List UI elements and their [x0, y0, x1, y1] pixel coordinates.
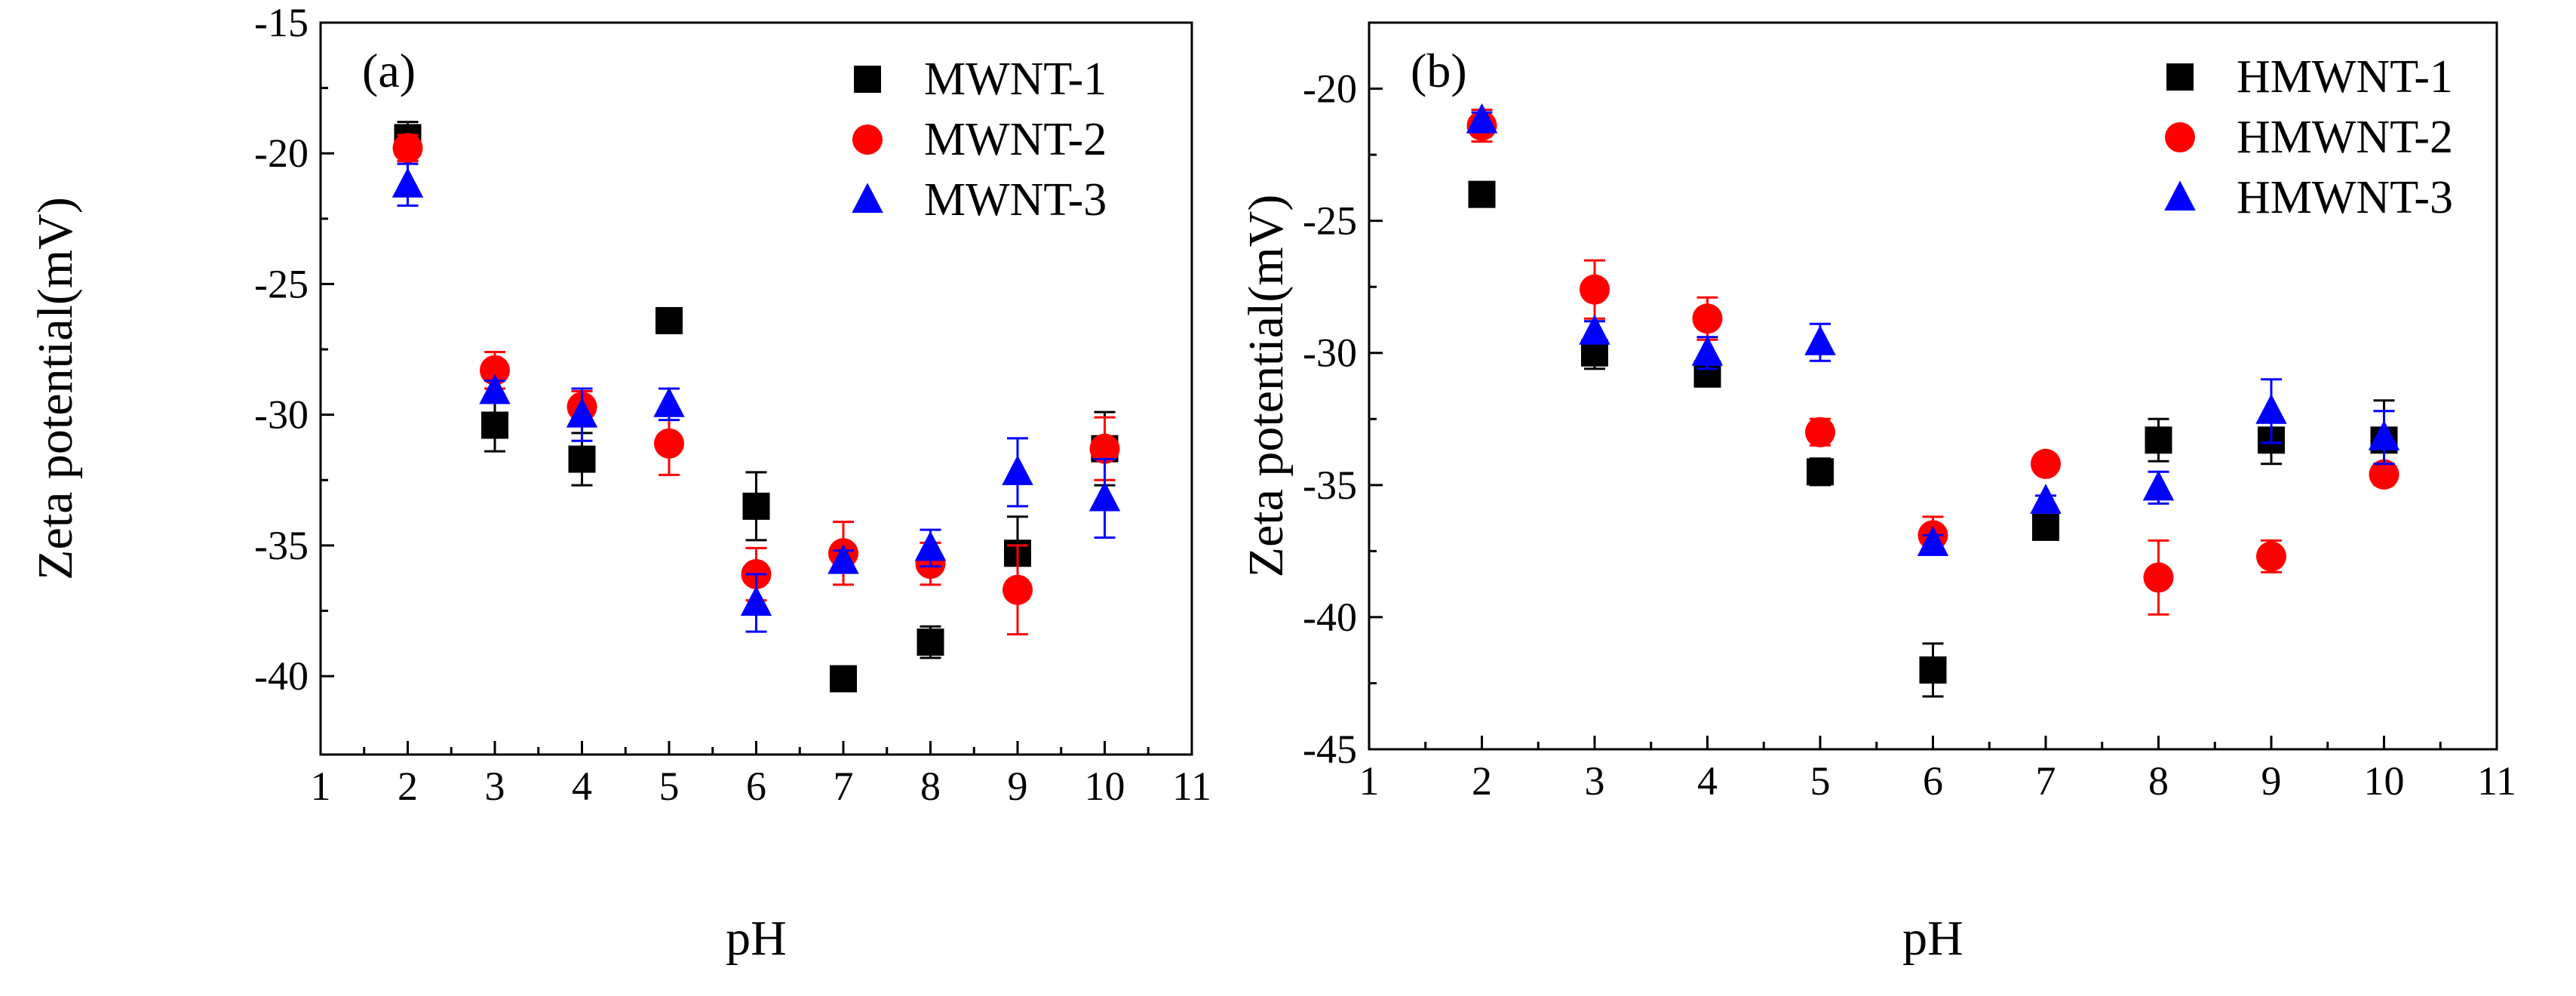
- series-HMWNT-3: [1466, 103, 2400, 556]
- legend-label: HMWNT-1: [2237, 51, 2453, 103]
- y-tick-label: -45: [1303, 727, 1357, 772]
- data-point: [1917, 526, 1949, 556]
- legend-marker: [852, 183, 883, 214]
- data-point: [2369, 459, 2399, 490]
- legend-label: MWNT-1: [924, 54, 1107, 105]
- legend-marker: [852, 124, 883, 155]
- data-point: [740, 586, 772, 616]
- legend-marker: [2165, 122, 2195, 152]
- x-tick-label: 9: [2261, 758, 2282, 804]
- data-point: [742, 492, 770, 520]
- x-tick-label: 2: [1472, 758, 1492, 804]
- series-MWNT-3: [391, 162, 1121, 633]
- legend-label: MWNT-3: [924, 174, 1107, 226]
- x-tick-label: 8: [920, 764, 941, 809]
- data-point: [1089, 433, 1120, 464]
- data-point: [568, 445, 596, 473]
- x-tick-label: 6: [1923, 758, 1943, 804]
- data-point: [830, 665, 857, 693]
- x-tick-label: 3: [485, 764, 505, 809]
- data-point: [391, 168, 424, 198]
- legend-label: HMWNT-3: [2237, 172, 2453, 223]
- y-tick-label: -25: [1303, 198, 1357, 244]
- data-point: [1579, 315, 1610, 345]
- y-tick-label: -20: [254, 131, 309, 176]
- data-point: [566, 397, 598, 428]
- data-point: [481, 411, 508, 439]
- legend-label: MWNT-2: [924, 114, 1107, 165]
- panel-label: (a): [362, 44, 416, 97]
- y-tick-label: -20: [1303, 66, 1357, 112]
- data-point: [479, 374, 511, 404]
- x-axis-title: pH: [726, 911, 787, 966]
- data-point: [1580, 274, 1610, 305]
- x-tick-label: 9: [1008, 764, 1028, 809]
- x-tick-label: 11: [1172, 764, 1211, 809]
- x-tick-label: 8: [2148, 758, 2169, 804]
- data-point: [1805, 417, 1835, 447]
- data-point: [2030, 484, 2062, 514]
- x-tick-label: 5: [659, 764, 680, 809]
- data-point: [1468, 180, 1496, 208]
- x-tick-label: 4: [572, 764, 592, 809]
- y-tick-label: -30: [1303, 330, 1357, 376]
- x-tick-label: 10: [1085, 764, 1125, 809]
- data-point: [2256, 541, 2286, 572]
- x-tick-label: 10: [2364, 758, 2405, 804]
- data-point: [392, 133, 423, 164]
- data-point: [2142, 470, 2175, 501]
- data-point: [2143, 562, 2174, 593]
- x-tick-label: 3: [1585, 758, 1605, 804]
- data-point: [1919, 656, 1947, 684]
- x-tick-label: 11: [2477, 758, 2516, 804]
- panel-a-chart: 1 2 3 4 5 6 7 8 9 10 11 -40 -35 -30 -25 -20 -15 pH Zeta po…: [28, 0, 1211, 966]
- x-tick-label: 7: [2036, 758, 2056, 804]
- data-point: [654, 428, 684, 459]
- y-tick-label: -25: [254, 261, 309, 306]
- legend-marker: [2166, 63, 2194, 91]
- data-point: [2145, 426, 2172, 454]
- data-point: [2255, 394, 2287, 424]
- data-point: [653, 387, 685, 417]
- data-point: [1088, 481, 1121, 512]
- y-tick-label: -30: [254, 392, 309, 438]
- data-point: [916, 629, 944, 656]
- data-point: [656, 306, 683, 334]
- data-point: [1002, 574, 1033, 605]
- data-point: [2032, 513, 2059, 541]
- x-axis-title: pH: [1902, 911, 1963, 966]
- data-point: [1466, 103, 1498, 134]
- data-point: [914, 530, 947, 561]
- y-tick-label: -35: [254, 523, 309, 568]
- data-point: [827, 543, 859, 574]
- data-point: [1692, 303, 1723, 334]
- y-tick-label: -35: [1303, 463, 1357, 508]
- legend-label: HMWNT-2: [2237, 112, 2453, 163]
- y-tick-label: -15: [254, 0, 309, 45]
- panel-b-chart: 1 2 3 4 5 6 7 8 9 10 11 -45 -40 -35 -30 -25 -20 pH Zeta po…: [1239, 21, 2516, 966]
- data-point: [2368, 420, 2400, 450]
- y-axis-title: Zeta potential(mV): [1239, 195, 1294, 578]
- y-tick-label: -40: [254, 653, 309, 699]
- y-tick-label: -40: [1303, 595, 1357, 640]
- data-point: [1804, 325, 1836, 355]
- data-point: [2031, 448, 2061, 479]
- data-point: [480, 355, 510, 386]
- x-tick-label: 7: [834, 764, 854, 809]
- data-point: [1691, 336, 1724, 366]
- x-tick-label: 1: [311, 764, 331, 809]
- data-point: [1807, 458, 1834, 486]
- x-tick-label: 2: [398, 764, 418, 809]
- series-HMWNT-1: [1468, 180, 2398, 698]
- panel-label: (b): [1411, 44, 1467, 97]
- x-tick-label: 6: [746, 764, 766, 809]
- data-point: [1002, 455, 1033, 485]
- x-tick-label: 5: [1810, 758, 1831, 804]
- legend-marker: [854, 66, 881, 93]
- y-axis-title: Zeta potential(mV): [28, 197, 83, 580]
- x-tick-label: 4: [1697, 758, 1718, 804]
- legend-marker: [2164, 180, 2196, 211]
- x-tick-label: 1: [1359, 758, 1380, 804]
